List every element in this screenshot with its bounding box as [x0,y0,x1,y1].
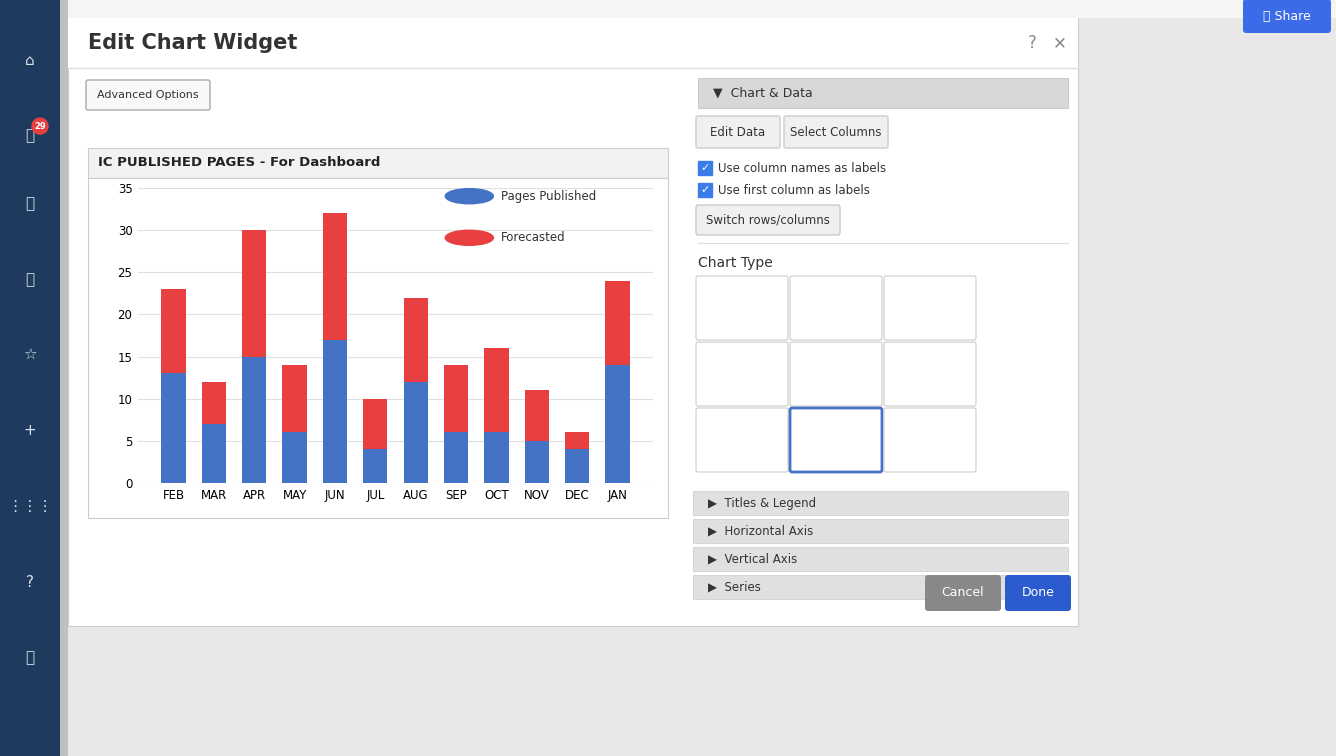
Circle shape [32,118,48,134]
Text: Edit Chart Widget: Edit Chart Widget [88,33,298,53]
Text: 📁: 📁 [25,197,35,212]
Bar [697,78,1067,108]
Bar [323,213,347,339]
Bar [88,178,668,518]
Bar [162,289,186,373]
FancyBboxPatch shape [1005,575,1071,611]
Text: IC PUBLISHED PAGES - For Dashboard: IC PUBLISHED PAGES - For Dashboard [98,156,381,169]
FancyBboxPatch shape [925,575,1001,611]
Text: +: + [24,423,36,438]
Bar [697,183,712,197]
Bar [282,432,307,483]
Bar [363,398,387,449]
Bar [68,18,1078,626]
Text: Switch rows/columns: Switch rows/columns [705,213,830,227]
Text: ▶  Vertical Axis: ▶ Vertical Axis [708,553,798,565]
Bar [282,365,307,432]
Text: ?: ? [25,575,33,590]
Text: Select Columns: Select Columns [791,125,882,138]
Bar [444,432,468,483]
Text: ?: ? [1027,34,1037,52]
Bar [202,382,226,424]
FancyBboxPatch shape [784,116,888,148]
Bar [444,365,468,432]
Bar [403,298,428,382]
Bar [242,230,266,357]
Bar [565,449,589,483]
Text: ⌂: ⌂ [25,53,35,68]
Text: Forecasted: Forecasted [501,231,565,244]
Bar [242,357,266,483]
Text: ✓: ✓ [700,163,709,173]
Text: Chart Type: Chart Type [697,256,772,270]
FancyBboxPatch shape [790,276,882,340]
Bar [605,280,629,365]
Text: ▶  Series: ▶ Series [708,581,762,593]
Text: ✕: ✕ [1053,34,1067,52]
Text: ⏱: ⏱ [25,272,35,287]
Text: ☆: ☆ [23,348,37,363]
Bar [202,424,226,483]
Bar [484,349,509,432]
Bar [88,148,668,178]
FancyBboxPatch shape [884,276,977,340]
Text: Use first column as labels: Use first column as labels [717,184,870,197]
Bar [525,441,549,483]
FancyBboxPatch shape [696,342,788,406]
Bar [693,575,1067,599]
FancyBboxPatch shape [696,205,840,235]
Bar [60,0,68,756]
Text: 29: 29 [35,122,45,131]
Text: Pages Published: Pages Published [501,190,596,203]
Bar [162,373,186,483]
FancyBboxPatch shape [790,342,882,406]
Bar [68,18,1078,68]
FancyBboxPatch shape [696,116,780,148]
FancyBboxPatch shape [1242,0,1331,33]
Text: 👤: 👤 [25,650,35,665]
Text: ▼  Chart & Data: ▼ Chart & Data [713,86,812,100]
Text: ⋮⋮⋮: ⋮⋮⋮ [7,499,53,514]
Text: 🔔: 🔔 [25,129,35,144]
Bar [484,432,509,483]
Text: Advanced Options: Advanced Options [98,90,199,100]
Text: Cancel: Cancel [942,587,985,600]
Text: Done: Done [1022,587,1054,600]
Bar [565,432,589,449]
FancyBboxPatch shape [696,276,788,340]
Bar [605,365,629,483]
Text: ▶  Horizontal Axis: ▶ Horizontal Axis [708,525,814,538]
Text: ✓: ✓ [700,185,709,195]
Bar [525,390,549,441]
Text: ▶  Titles & Legend: ▶ Titles & Legend [708,497,816,510]
Circle shape [445,189,493,204]
Bar [68,0,1336,18]
Bar [693,491,1067,515]
Text: Edit Data: Edit Data [711,125,766,138]
FancyBboxPatch shape [884,408,977,472]
Bar [363,449,387,483]
Bar [693,519,1067,543]
Text: Use column names as labels: Use column names as labels [717,162,886,175]
Circle shape [445,231,493,246]
Bar [323,339,347,483]
FancyBboxPatch shape [790,408,882,472]
Bar [693,547,1067,571]
Bar [403,382,428,483]
Bar [0,0,60,756]
FancyBboxPatch shape [696,408,788,472]
FancyBboxPatch shape [86,80,210,110]
FancyBboxPatch shape [884,342,977,406]
Text: 👥 Share: 👥 Share [1263,10,1311,23]
Bar [697,161,712,175]
